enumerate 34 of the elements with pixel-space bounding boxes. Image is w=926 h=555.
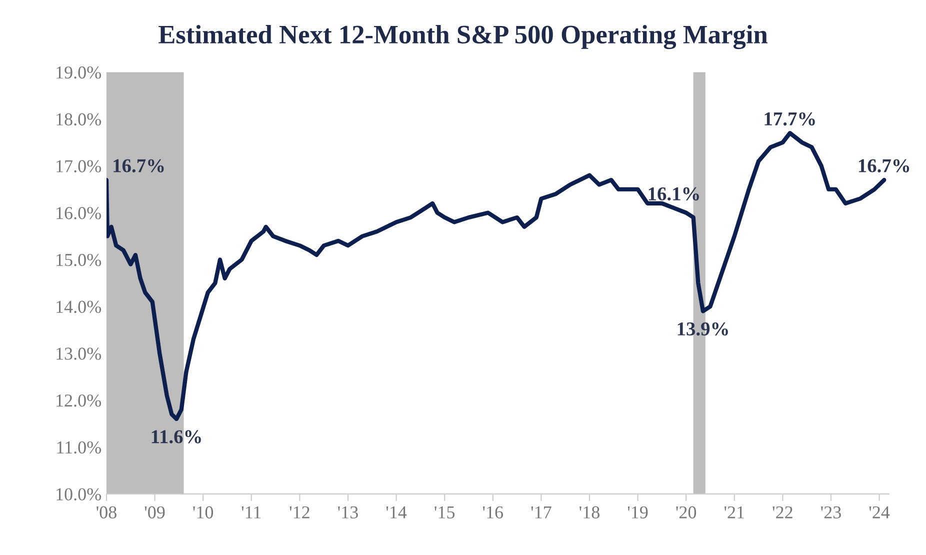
x-tick-label: '13 xyxy=(338,506,358,518)
x-tick-label: '20 xyxy=(676,506,696,518)
annotation: 16.1% xyxy=(648,187,699,201)
x-tick-label: '14 xyxy=(386,506,407,518)
x-tick-label: '12 xyxy=(290,506,310,518)
x-tick-label: '19 xyxy=(628,506,648,518)
y-tick-label: 15.0% xyxy=(56,254,102,266)
annotation: 11.6% xyxy=(152,430,201,444)
y-tick-label: 13.0% xyxy=(56,348,102,360)
y-tick-label: 19.0% xyxy=(56,66,102,79)
x-tick-label: '17 xyxy=(531,506,552,518)
y-tick-label: 18.0% xyxy=(56,113,102,126)
y-tick-label: 17.0% xyxy=(56,160,102,172)
y-tick-label: 14.0% xyxy=(56,300,102,314)
annotation: 17.7% xyxy=(764,112,815,126)
x-tick-label: '11 xyxy=(242,506,261,518)
y-tick-label: 11.0% xyxy=(57,441,102,454)
annotation: 16.7% xyxy=(114,159,164,172)
x-tick-label: '16 xyxy=(483,506,504,518)
y-tick-label: 10.0% xyxy=(56,488,102,500)
y-tick-label: 12.0% xyxy=(56,394,102,407)
x-tick-label: '08 xyxy=(96,506,116,518)
x-tick-label: '09 xyxy=(144,506,165,518)
y-tick-label: 16.0% xyxy=(56,207,102,220)
x-tick-label: '21 xyxy=(724,506,744,518)
x-tick-label: '15 xyxy=(434,506,455,518)
annotation: 13.9% xyxy=(678,322,728,336)
x-tick-label: '18 xyxy=(580,506,600,518)
annotation: 16.7% xyxy=(858,159,910,172)
chart-title: Estimated Next 12-Month S&P 500 Operating Margin xyxy=(158,24,768,50)
x-tick-label: '10 xyxy=(193,506,214,518)
x-tick-label: '23 xyxy=(821,506,841,518)
x-tick-label: '24 xyxy=(869,506,890,518)
x-tick-label: '22 xyxy=(772,506,792,518)
